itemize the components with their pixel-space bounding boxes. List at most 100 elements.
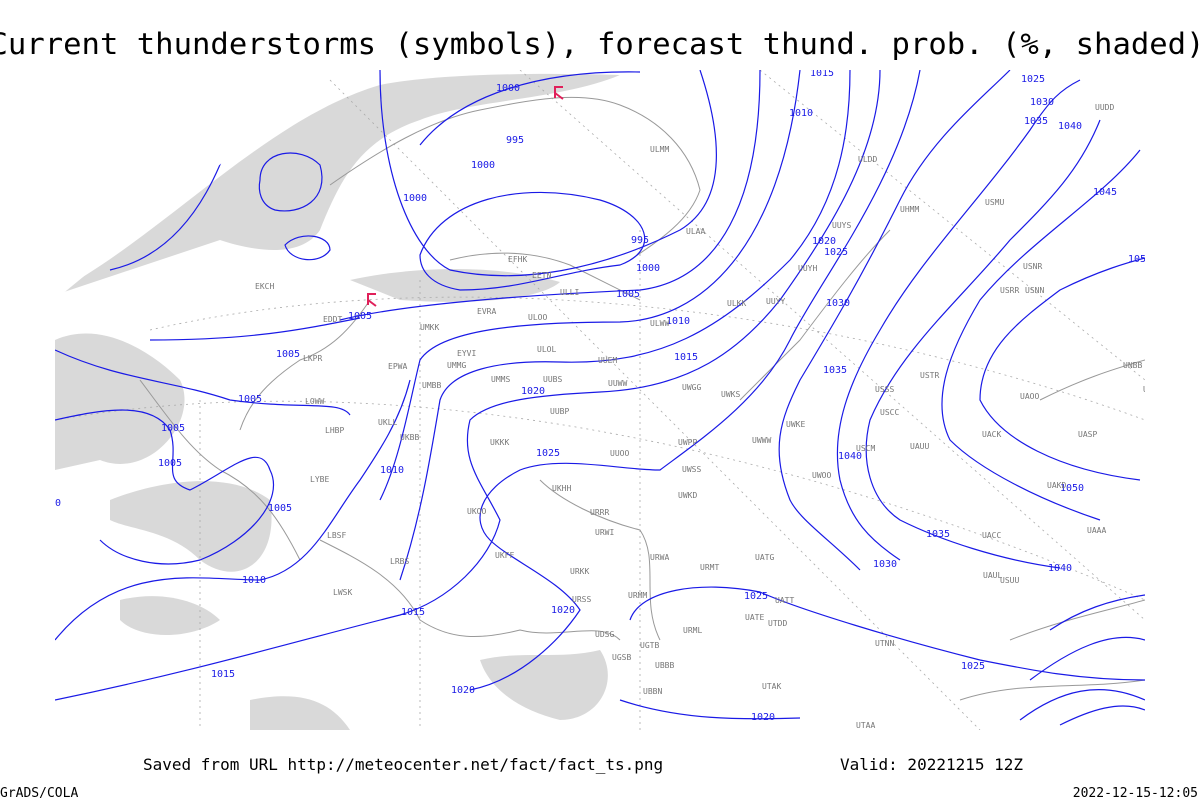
isobars [55,70,1145,726]
station-code: UUEM [598,356,617,365]
station-code: UTNN [875,639,894,648]
station-code: ULLI [560,288,579,297]
station-code: UATE [745,613,764,622]
station-code: USMU [985,198,1004,207]
station-code: USRR [1000,286,1019,295]
station-code: UKFF [495,551,514,560]
station-code: UASP [1078,430,1097,439]
isobar-label: 1005 [348,311,372,322]
isobar-label: 1005 [268,503,292,514]
isobar-label: 1025 [536,448,560,459]
station-code: USCC [880,408,899,417]
station-code: UUYS [832,221,851,230]
station-code: UUYY [766,297,785,306]
station-code: LHBP [325,426,344,435]
isobar-label: 1040 [838,451,862,462]
isobar-label: 1030 [1030,97,1054,108]
station-code: UHMM [900,205,919,214]
isobar-label: 1010 [789,108,813,119]
isobar-label: 105 [1128,254,1146,265]
isobar-label: 1020 [451,685,475,696]
isobar-label: 1025 [961,661,985,672]
isobar-label: 1005 [161,423,185,434]
station-code: ULDD [858,155,877,164]
station-code: UNNT [1143,385,1162,394]
station-code: UTAA [856,721,875,730]
station-code: UWPP [678,438,697,447]
isobar-label: 1000 [403,193,427,204]
station-code: UWKE [786,420,805,429]
station-code: ULKK [727,299,746,308]
isobar-label: 1025 [824,247,848,258]
station-code: UUOO [610,449,629,458]
station-code: UAUU [910,442,929,451]
station-code: UUBP [550,407,569,416]
thunderstorm-symbol [554,86,564,100]
station-code: EPWA [388,362,407,371]
station-code: UUYH [798,264,817,273]
station-code: LBSF [327,531,346,540]
grid [55,70,1145,730]
software: GrADS/COLA [0,786,78,800]
map: 1000995100010009951000100510101015102010… [49,70,1162,730]
isobar-label: 1035 [1024,116,1048,127]
station-code: UNBB [1123,361,1142,370]
stations: ULMM ULAA ULLI EFHK EETN EVRA ULOO ULOL EDDT EPWA… [255,103,1162,730]
station-code: LWSK [333,588,352,597]
station-code: USCM [856,444,875,453]
station-code: ULOL [537,345,556,354]
station-code: UTDD [768,619,787,628]
station-code: URML [683,626,702,635]
isobar-label: 995 [506,135,524,146]
thunderstorm-symbols [367,86,564,307]
isobar-label: 1035 [823,365,847,376]
station-code: LOWW [305,397,324,406]
timestamp: 2022-12-15-12:05 [1073,786,1198,800]
station-code: UWSS [682,465,701,474]
isobar-label: 1000 [496,83,520,94]
station-code: UAAA [1087,526,1106,535]
isobar-label: 1015 [211,669,235,680]
station-code: UUBS [543,375,562,384]
station-code: ULAA [686,227,705,236]
isobar-label: 1040 [1048,563,1072,574]
isobar-label: 1005 [238,394,262,405]
station-code: EKCH [255,282,274,291]
isobar-label: 10 [49,498,61,509]
shading [55,73,620,730]
saved-url: Saved from URL http://meteocenter.net/fa… [143,755,663,774]
station-code: URMT [700,563,719,572]
station-code: UKHH [552,484,571,493]
station-code: UKLL [378,418,397,427]
isobar-label: 1015 [401,607,425,618]
station-code: URKK [570,567,589,576]
station-code: UKKK [490,438,509,447]
station-code: URSS [572,595,591,604]
station-code: LKPR [303,354,322,363]
station-code: UDSG [595,630,614,639]
station-code: USUU [1000,576,1019,585]
station-code: UACK [982,430,1001,439]
isobar-label: 1020 [521,386,545,397]
station-code: UATT [775,596,794,605]
station-code: EVRA [477,307,496,316]
station-code: URWI [595,528,614,537]
isobar-label: 1020 [812,236,836,247]
valid-time: Valid: 20221215 12Z [840,755,1023,774]
station-code: UMMS [491,375,510,384]
station-code: USNR [1023,262,1042,271]
station-code: UTAK [762,682,781,691]
station-code: UKOO [467,507,486,516]
isobar-label: 1005 [276,349,300,360]
isobar-label: 1010 [666,316,690,327]
isobar-label: 1010 [380,465,404,476]
station-code: UKBB [400,433,419,442]
station-code: ULOO [528,313,547,322]
isobar-label: 1005 [158,458,182,469]
isobar-label: 1030 [873,559,897,570]
isobar-label: 1015 [674,352,698,363]
isobar-label: 1050 [1060,483,1084,494]
station-code: USTR [920,371,939,380]
isobar-label: 1025 [744,591,768,602]
station-code: UMKK [420,323,439,332]
